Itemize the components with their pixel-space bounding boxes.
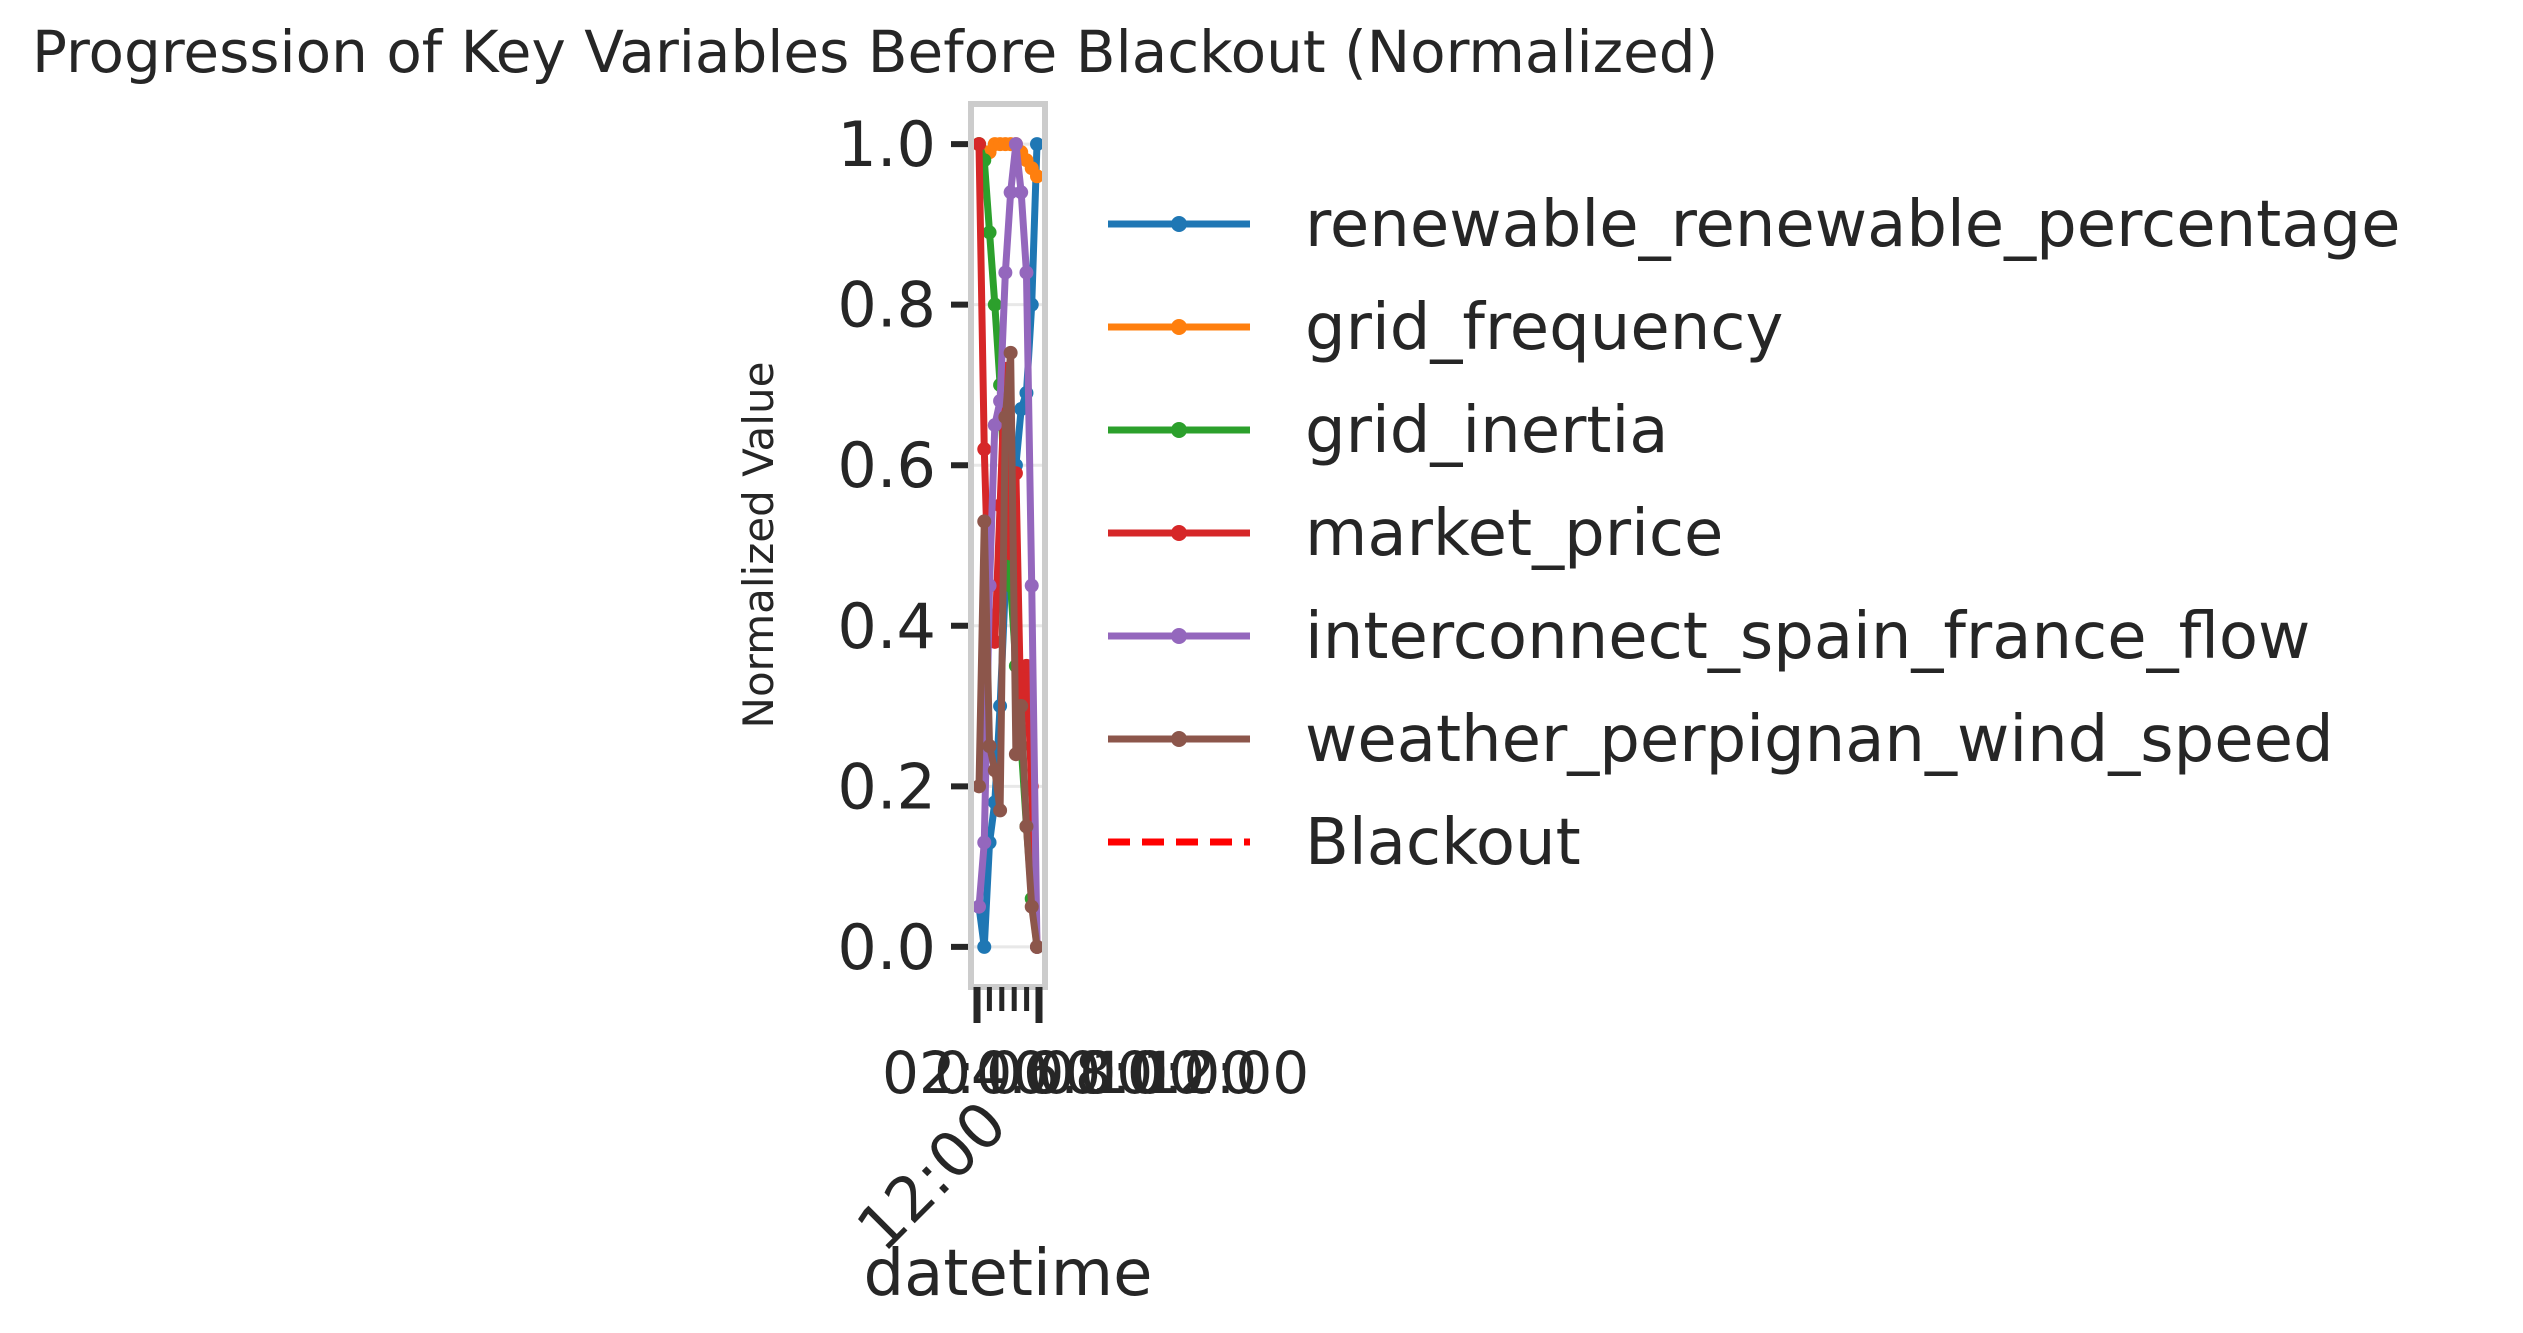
- data-point: [987, 297, 1002, 312]
- data-point: [1024, 899, 1039, 914]
- data-point: [987, 418, 1002, 433]
- y-axis-label: Normalized Value: [734, 362, 783, 729]
- data-point: [987, 763, 1002, 778]
- data-point: [977, 835, 992, 850]
- data-point: [1003, 345, 1018, 360]
- series-line-weather_perpignan_wind_speed: [975, 349, 1041, 948]
- legend-label: market_price: [1305, 497, 1723, 571]
- data-point: [1030, 169, 1044, 184]
- data-point: [1024, 578, 1039, 593]
- legend-label: grid_frequency: [1305, 291, 1783, 365]
- x-tick-label: 08:00: [1038, 1039, 1205, 1107]
- y-tick-label: 0.2: [837, 750, 936, 823]
- data-point: [1008, 747, 1023, 762]
- data-point: [982, 739, 997, 754]
- data-point: [1019, 265, 1034, 280]
- plot-frame: [968, 101, 1048, 990]
- data-point: [977, 939, 992, 954]
- data-point: [972, 779, 986, 794]
- y-tick-label: 0.6: [837, 429, 936, 502]
- data-point: [1008, 137, 1023, 152]
- chart-title: Progression of Key Variables Before Blac…: [32, 18, 1718, 86]
- data-point: [977, 514, 992, 529]
- data-point: [1019, 819, 1034, 834]
- y-tick-label: 0.0: [837, 911, 936, 984]
- x-axis-label: datetime: [864, 1237, 1153, 1311]
- y-tick-label: 1.0: [837, 108, 936, 181]
- x-tick-label: 12:00: [1142, 1039, 1309, 1107]
- data-point: [998, 265, 1013, 280]
- legend-marker: [1171, 216, 1187, 232]
- axes: 0.0 0.2 0.4 0.6 0.8 1.0 02:0004:0006:0008:0010…: [837, 101, 1309, 1265]
- legend-marker: [1171, 319, 1187, 335]
- legend-marker: [1171, 628, 1187, 644]
- y-tick-label: 0.4: [837, 590, 936, 663]
- x-tick-label: 04:00: [934, 1039, 1101, 1107]
- x-tick-label: 10:00: [1090, 1039, 1257, 1107]
- legend-label: renewable_renewable_percentage: [1305, 188, 2400, 262]
- data-point: [1014, 699, 1029, 714]
- data-point: [977, 442, 992, 457]
- y-tick-label: 0.8: [837, 269, 936, 342]
- x-tick-label: 02:00: [882, 1039, 1049, 1107]
- data-point: [982, 225, 997, 240]
- series-layer: [972, 137, 1044, 954]
- legend-marker: [1171, 731, 1187, 747]
- data-point: [972, 137, 986, 152]
- legend-label: interconnect_spain_france_flow: [1305, 600, 2310, 674]
- legend-marker: [1171, 422, 1187, 438]
- legend-marker: [1171, 525, 1187, 541]
- data-point: [972, 899, 986, 914]
- legend-label: weather_perpignan_wind_speed: [1305, 703, 2334, 777]
- x-tick-label: 06:00: [986, 1039, 1153, 1107]
- data-point: [1003, 185, 1018, 200]
- legend-label: grid_inertia: [1305, 394, 1668, 468]
- data-point: [1014, 185, 1029, 200]
- legend-label: Blackout: [1305, 806, 1581, 880]
- legend: renewable_renewable_percentage grid_frequ…: [1108, 188, 2400, 880]
- data-point: [993, 803, 1008, 818]
- data-point: [1030, 939, 1044, 954]
- data-point: [1014, 402, 1029, 417]
- data-point: [1030, 137, 1044, 152]
- data-point: [998, 410, 1013, 425]
